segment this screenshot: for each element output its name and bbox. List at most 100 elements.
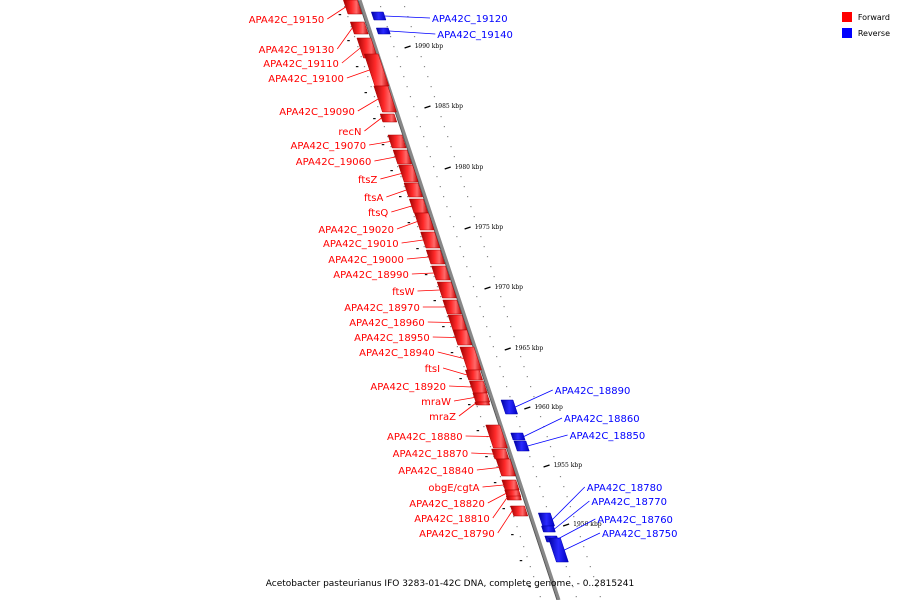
scale-tick-label: 1970 kbp [495, 284, 524, 291]
guide-dot [530, 386, 532, 388]
gene-connector [346, 69, 370, 79]
gene-connector [453, 397, 475, 402]
gene-connector [427, 321, 451, 323]
gene-label: APA42C_19120 [432, 14, 508, 25]
gene-connector [336, 27, 353, 50]
guide-dot [446, 316, 449, 318]
gene-label: APA42C_18870 [393, 449, 469, 460]
gene-connector [389, 30, 436, 35]
gene-block [541, 525, 556, 533]
guide-dot [506, 386, 508, 388]
guide-dot [539, 596, 541, 598]
gene-label: APA42C_18780 [587, 483, 663, 494]
legend-forward-label: Forward [857, 12, 890, 22]
gene-connector [417, 289, 440, 292]
guide-dot [439, 186, 441, 188]
scale-tick-label: 1950 kbp [573, 521, 602, 528]
guide-dot [449, 216, 451, 218]
guide-dot [460, 176, 462, 178]
guide-dot [579, 536, 581, 538]
gene-connector [327, 6, 346, 20]
guide-dot [513, 336, 515, 338]
minor-tick [467, 404, 471, 406]
gene-connector [497, 510, 513, 534]
gene-label: APA42C_18950 [354, 333, 430, 344]
gene-label: APA42C_19090 [279, 107, 355, 118]
genome-backbone [358, 0, 561, 600]
gene-label: APA42C_18820 [409, 499, 485, 510]
guide-dot [576, 526, 578, 528]
guide-dot [593, 576, 595, 578]
minor-tick [511, 534, 514, 536]
guide-dot [499, 366, 501, 368]
gene-connector [458, 403, 476, 417]
guide-dot [443, 126, 445, 128]
guide-dot [457, 166, 459, 168]
scale-ticks: 1990 kbp 1985 kbp 1980 kbp 1975 kbp 1970 kbp… [404, 43, 602, 528]
guide-dot [589, 566, 591, 568]
guide-dot [423, 66, 426, 68]
gene-connector [380, 173, 402, 180]
gene-label: APA42C_19060 [296, 157, 372, 168]
gene-block [442, 299, 462, 315]
minor-tick [459, 378, 462, 380]
guide-dot [373, 96, 376, 98]
gene-block [431, 265, 451, 281]
guide-dot [496, 286, 499, 288]
guide-dot [390, 146, 392, 148]
gene-connector [386, 189, 407, 198]
guide-dot [459, 246, 461, 248]
guide-dot [363, 66, 366, 68]
gene-connector [482, 484, 504, 488]
forward-swatch [841, 12, 852, 22]
genome-caption: Acetobacter pasteurianus IFO 3283-01-42C… [265, 579, 635, 589]
scale-tick [464, 226, 471, 230]
gene-block [472, 392, 491, 403]
guide-dot [426, 146, 428, 148]
gene-connector [396, 221, 418, 230]
gene-block [375, 27, 391, 35]
gene-label: APA42C_18790 [419, 529, 495, 540]
minor-tick [528, 586, 531, 588]
gene-connector [476, 467, 499, 471]
scale-tick [444, 166, 451, 170]
guide-dot [476, 406, 478, 408]
guide-dot [533, 396, 535, 398]
guide-dot [453, 156, 455, 158]
guide-dot [599, 596, 601, 598]
guide-dot [502, 376, 504, 378]
minor-tick [416, 248, 419, 250]
legend-forward: Forward [841, 9, 890, 25]
minor-tick [476, 430, 480, 432]
guide-dot [536, 406, 538, 408]
minor-tick [424, 274, 428, 276]
gene-label: APA42C_19020 [318, 225, 394, 236]
gene-block [500, 399, 518, 415]
guide-dot [529, 566, 531, 568]
gene-label: APA42C_18810 [414, 514, 490, 525]
gene-connector [465, 435, 490, 437]
gene-blocks [343, 0, 569, 563]
scale-tick [524, 406, 531, 410]
guide-dot [360, 56, 362, 58]
gene-label: APA42C_19000 [328, 255, 404, 266]
gene-block [548, 537, 569, 563]
guide-dot [429, 156, 431, 158]
guide-dot [496, 466, 498, 468]
guide-dot [583, 546, 585, 548]
gene-connector [341, 47, 361, 64]
guide-dot [450, 146, 452, 148]
minor-tick [442, 326, 445, 328]
gene-block [491, 448, 510, 460]
guide-dot [450, 326, 452, 328]
gene-label: mraW [421, 397, 451, 408]
gene-block [403, 182, 424, 198]
minor-tick [485, 456, 488, 458]
guide-dot [379, 6, 382, 8]
guide-dot [476, 296, 478, 298]
gene-block [510, 505, 529, 517]
guide-dot [440, 296, 442, 298]
minor-tick [338, 14, 342, 16]
guide-dot [350, 26, 352, 28]
guide-dot [492, 346, 494, 348]
